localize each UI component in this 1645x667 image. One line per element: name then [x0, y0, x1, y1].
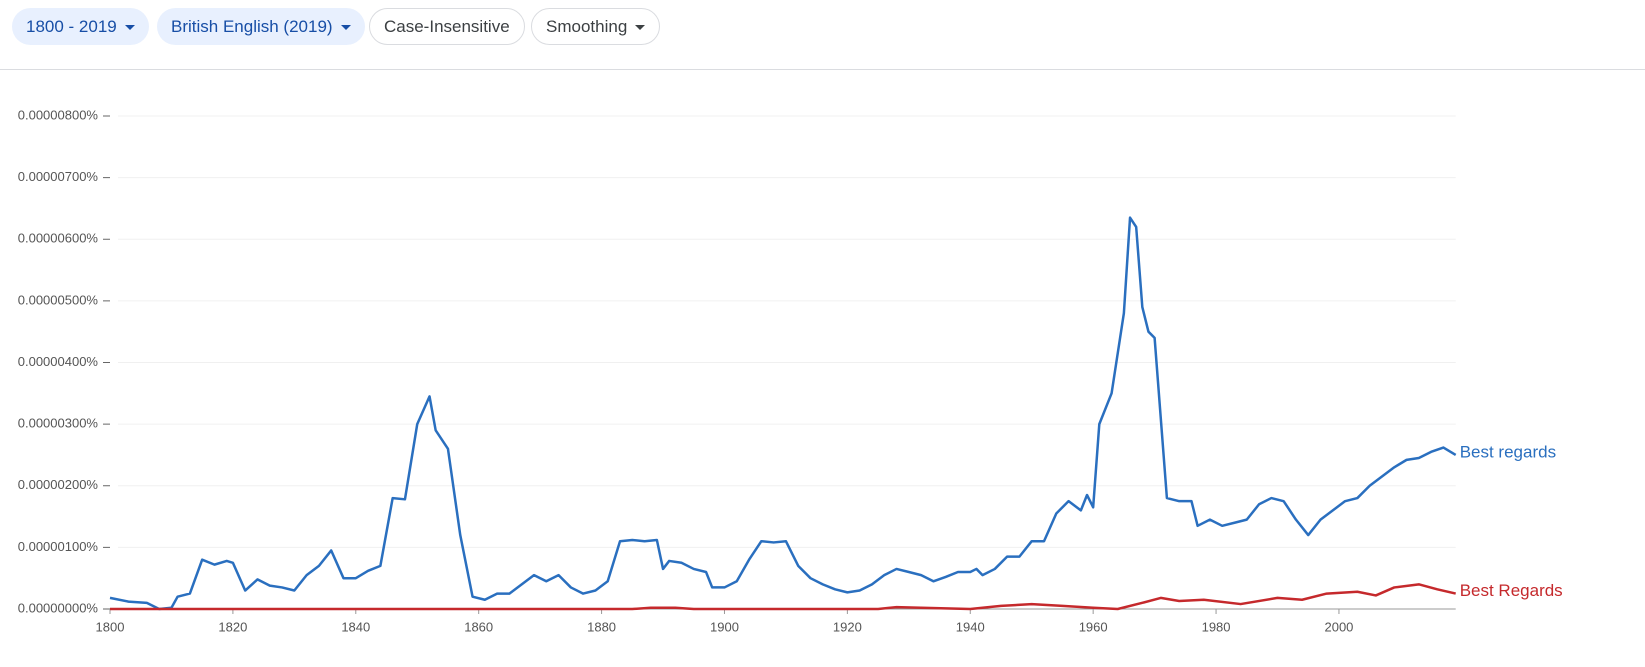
y-tick-label: 0.00000200%: [18, 477, 99, 492]
chip-label: British English (2019): [171, 17, 333, 36]
x-tick-label: 1940: [956, 619, 985, 634]
x-tick-label: 1800: [96, 619, 125, 634]
y-tick-label: 0.00000500%: [18, 292, 99, 307]
caret: [635, 25, 646, 31]
y-tick-label: 0.00000300%: [18, 416, 99, 431]
toolbar: 1800 - 2019 British English (2019) Case-…: [0, 0, 1645, 70]
x-tick-label: 1840: [341, 619, 370, 634]
case-chip[interactable]: Case-Insensitive: [369, 8, 525, 45]
x-tick-label: 2000: [1324, 619, 1353, 634]
series-line: [110, 583, 1456, 611]
x-tick-label: 1920: [833, 619, 862, 634]
x-tick-label: 1960: [1079, 619, 1108, 634]
y-tick-label: 0.00000700%: [18, 169, 99, 184]
chart: 0.00000000% 0.00000100% 0.00000200% 0.00000…: [18, 107, 1563, 634]
x-tick-label: 1980: [1202, 619, 1231, 634]
year-range-chip[interactable]: 1800 - 2019: [12, 8, 149, 45]
x-tick-label: 1820: [218, 619, 247, 634]
caret: [124, 25, 135, 31]
y-tick-label: 0.00000400%: [18, 354, 99, 369]
series-label: Best regards: [1460, 442, 1556, 461]
chip-label: Smoothing: [546, 17, 628, 36]
corpus-chip[interactable]: British English (2019): [157, 8, 365, 45]
smoothing-chip[interactable]: Smoothing: [531, 8, 661, 45]
series-line: [109, 216, 1457, 611]
y-tick-label: 0.00000000%: [18, 600, 99, 615]
y-tick-label: 0.00000100%: [18, 539, 99, 554]
x-tick-label: 1880: [587, 619, 616, 634]
x-tick-label: 1860: [464, 619, 493, 634]
y-tick-label: 0.00000800%: [18, 107, 99, 122]
caret: [340, 25, 351, 31]
chip-label: Case-Insensitive: [384, 17, 510, 36]
x-tick-label: 1900: [710, 619, 739, 634]
series-label: Best Regards: [1460, 581, 1563, 600]
chip-label: 1800 - 2019: [26, 17, 117, 36]
y-tick-label: 0.00000600%: [18, 231, 99, 246]
